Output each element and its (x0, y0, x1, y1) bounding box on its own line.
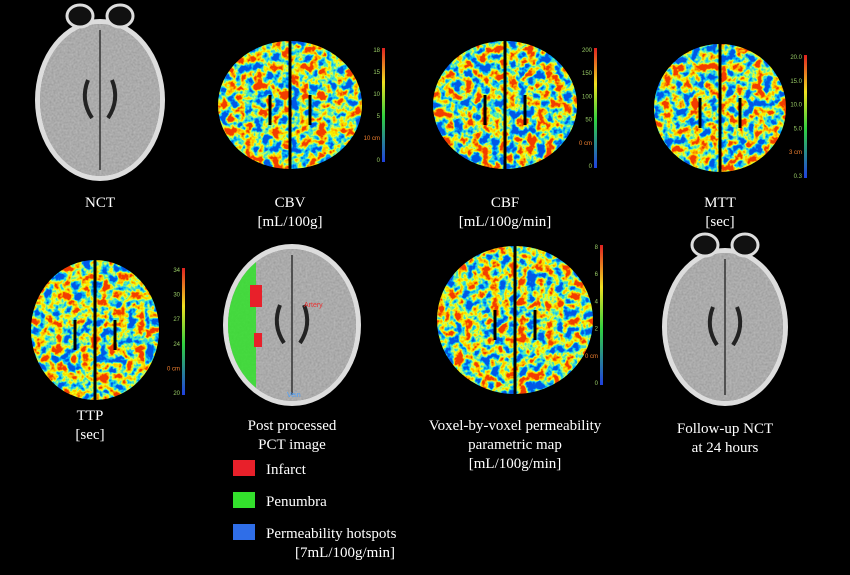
caption: [mL/100g] (258, 214, 323, 230)
caption: CBF (491, 195, 519, 211)
annotation: Artery (304, 302, 323, 309)
legend-note: [7mL/100g/min] (295, 545, 395, 561)
infarct-region (254, 333, 262, 347)
scan-panel: Artery Vein Post processed PCT image (223, 244, 361, 453)
orbit (690, 232, 720, 258)
scale-label: 3 cm (789, 150, 802, 156)
orbit (730, 232, 760, 258)
scan-panel: 34 30 27 24 0 cm 20 TTP [sec] (31, 260, 185, 443)
scale-label: 24 (173, 342, 180, 348)
infarct-region (250, 285, 262, 307)
scale-label: 0 (595, 381, 599, 387)
caption: Voxel-by-voxel permeability (429, 418, 602, 434)
caption: NCT (85, 195, 115, 211)
caption: TTP (77, 408, 104, 424)
legend-swatch (233, 524, 255, 540)
caption: [sec] (705, 214, 734, 230)
sulci (698, 44, 742, 172)
caption: CBV (275, 195, 306, 211)
scale-label: 4 (595, 299, 599, 305)
annotation: Vein (287, 392, 301, 399)
caption: MTT (704, 195, 736, 211)
orbit (105, 3, 135, 29)
legend-swatch (233, 460, 255, 476)
scale-label: 6 (595, 272, 599, 278)
caption: at 24 hours (692, 440, 759, 456)
scale-label: 20 (173, 391, 180, 397)
scan-panel: 200 150 100 50 0 cm 0 CBF [mL/100g/min] (433, 41, 597, 230)
ventricles (274, 304, 310, 345)
scale-label: 10 cm (364, 136, 380, 142)
scale-label: 8 (595, 245, 599, 251)
caption: Follow-up NCT (677, 421, 773, 437)
scale-label: 10 (373, 92, 380, 98)
color-bar (382, 48, 385, 162)
color-bar (182, 268, 185, 395)
scale-label: 15 (373, 70, 380, 76)
sulci (493, 246, 537, 394)
ventricles (707, 306, 743, 347)
color-bar (600, 245, 603, 385)
scale-label: 0 cm (579, 141, 592, 147)
scale-label: 0 cm (585, 354, 598, 360)
scale-label: 15.0 (790, 79, 802, 85)
color-bar (804, 55, 807, 178)
sulci (483, 41, 527, 169)
scale-label: 18 (373, 48, 380, 54)
legend-label: Infarct (266, 462, 307, 478)
scale-label: 5 (377, 114, 381, 120)
legend: Infarct Penumbra Permeability hotspots [… (233, 460, 397, 561)
scale-label: 0 (377, 158, 381, 164)
legend-label: Penumbra (266, 494, 327, 510)
scale-label: 20.0 (790, 55, 802, 61)
scan-panel: NCT (35, 3, 165, 211)
caption: parametric map (468, 437, 562, 453)
legend-swatch (233, 492, 255, 508)
color-bar (594, 48, 597, 168)
caption: [mL/100g/min] (459, 214, 552, 230)
scale-label: 34 (173, 268, 180, 274)
sulci (73, 260, 117, 400)
scale-label: 5.0 (794, 126, 803, 132)
caption: [mL/100g/min] (469, 456, 562, 472)
legend-label: Permeability hotspots (266, 526, 397, 542)
scale-label: 0 (589, 164, 593, 170)
orbit (65, 3, 95, 29)
scale-label: 2 (595, 327, 599, 333)
caption: PCT image (258, 437, 326, 453)
scale-label: 0 cm (167, 366, 180, 372)
scan-panel: Follow-up NCT at 24 hours (662, 232, 788, 456)
scale-label: 100 (582, 94, 593, 100)
scale-label: 150 (582, 71, 593, 77)
caption: Post processed (248, 418, 337, 434)
scale-label: 30 (173, 293, 180, 299)
scale-label: 27 (173, 317, 180, 323)
sulci (268, 41, 312, 169)
scale-label: 50 (585, 118, 592, 124)
scale-label: 10.0 (790, 103, 802, 109)
scan-panel: 18 15 10 5 10 cm 0 CBV [mL/100g] (218, 41, 385, 230)
scan-panel: 20.0 15.0 10.0 5.0 3 cm 0.3 MTT [sec] (654, 44, 807, 230)
scale-label: 0.3 (794, 174, 803, 180)
ventricles (82, 79, 118, 120)
scale-label: 200 (582, 48, 593, 54)
caption: [sec] (75, 427, 104, 443)
scan-panel: 8 6 4 2 0 cm 0 Voxel-by-voxel permeability para… (429, 245, 603, 472)
